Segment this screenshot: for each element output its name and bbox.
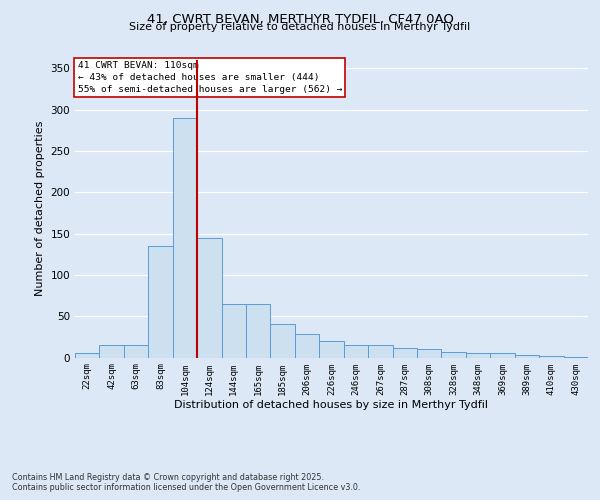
Bar	[490, 354, 515, 358]
Bar	[246, 304, 271, 358]
Bar	[392, 348, 417, 358]
Bar	[442, 352, 466, 358]
Bar	[417, 349, 442, 358]
Bar	[75, 354, 100, 358]
Text: 41, CWRT BEVAN, MERTHYR TYDFIL, CF47 0AQ: 41, CWRT BEVAN, MERTHYR TYDFIL, CF47 0AQ	[146, 12, 454, 26]
Bar	[515, 355, 539, 358]
Bar	[173, 118, 197, 358]
Bar	[344, 345, 368, 358]
Text: Contains HM Land Registry data © Crown copyright and database right 2025.: Contains HM Land Registry data © Crown c…	[12, 472, 324, 482]
X-axis label: Distribution of detached houses by size in Merthyr Tydfil: Distribution of detached houses by size …	[175, 400, 488, 410]
Bar	[368, 345, 392, 358]
Y-axis label: Number of detached properties: Number of detached properties	[35, 121, 45, 296]
Text: Contains public sector information licensed under the Open Government Licence v3: Contains public sector information licen…	[12, 482, 361, 492]
Bar	[466, 354, 490, 358]
Bar	[563, 356, 588, 358]
Bar	[100, 345, 124, 358]
Bar	[295, 334, 319, 357]
Bar	[271, 324, 295, 358]
Bar	[124, 345, 148, 358]
Bar	[197, 238, 221, 358]
Text: 41 CWRT BEVAN: 110sqm
← 43% of detached houses are smaller (444)
55% of semi-det: 41 CWRT BEVAN: 110sqm ← 43% of detached …	[77, 62, 342, 94]
Text: Size of property relative to detached houses in Merthyr Tydfil: Size of property relative to detached ho…	[130, 22, 470, 32]
Bar	[221, 304, 246, 358]
Bar	[539, 356, 563, 358]
Bar	[319, 341, 344, 357]
Bar	[148, 246, 173, 358]
